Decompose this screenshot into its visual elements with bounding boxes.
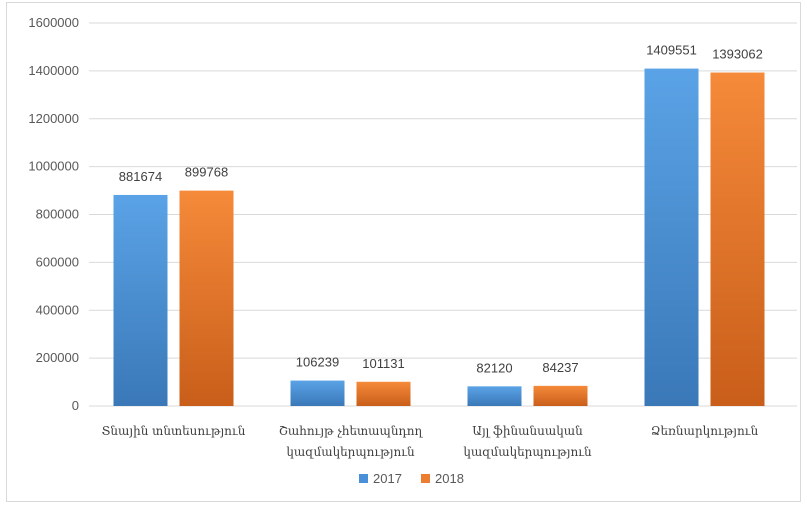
bar-2018: [179, 190, 234, 406]
data-label: 106239: [296, 355, 339, 370]
x-tick-label: Այլ ֆինանսական: [472, 424, 583, 438]
x-tick-label: կազմակերպություն: [463, 445, 592, 459]
legend-label: 2017: [373, 471, 402, 486]
y-tick-label: 1200000: [28, 111, 79, 126]
y-tick-label: 200000: [36, 350, 79, 365]
y-tick-label: 400000: [36, 302, 79, 317]
chart-frame: 0 200000 400000 600000 800000 1000000 1200000 1…: [6, 2, 801, 502]
y-tick-label: 1600000: [28, 15, 79, 30]
legend-swatch-2017: [359, 474, 368, 483]
y-tick-label: 0: [72, 398, 79, 413]
bar-chart: 0 200000 400000 600000 800000 1000000 1200000 1…: [28, 15, 797, 486]
legend-label: 2018: [435, 471, 464, 486]
bar-2018: [356, 381, 411, 406]
bar-2018: [710, 72, 765, 407]
bar-2018: [533, 385, 588, 406]
bar-2017: [113, 194, 168, 406]
legend-swatch-2018: [421, 474, 430, 483]
data-label: 1409551: [646, 43, 697, 58]
bar-2017: [644, 68, 699, 406]
data-label: 899768: [185, 165, 228, 180]
data-label: 82120: [476, 360, 512, 375]
bar-2017: [467, 386, 522, 406]
bar-2017: [290, 380, 345, 406]
x-tick-label: Շահույթ չհետապնդող: [279, 424, 424, 438]
y-tick-label: 800000: [36, 207, 79, 222]
y-tick-label: 1000000: [28, 159, 79, 174]
y-tick-label: 1400000: [28, 63, 79, 78]
data-label: 84237: [542, 360, 578, 375]
data-label: 881674: [119, 169, 162, 184]
data-label: 1393062: [712, 47, 763, 62]
data-label: 101131: [362, 356, 404, 371]
x-tick-label: Տնային տնտեսություն: [102, 424, 246, 438]
y-tick-label: 600000: [36, 254, 79, 269]
x-tick-label: Ձեռնարկություն: [651, 424, 759, 438]
x-tick-label: կազմակերպություն: [286, 445, 415, 459]
